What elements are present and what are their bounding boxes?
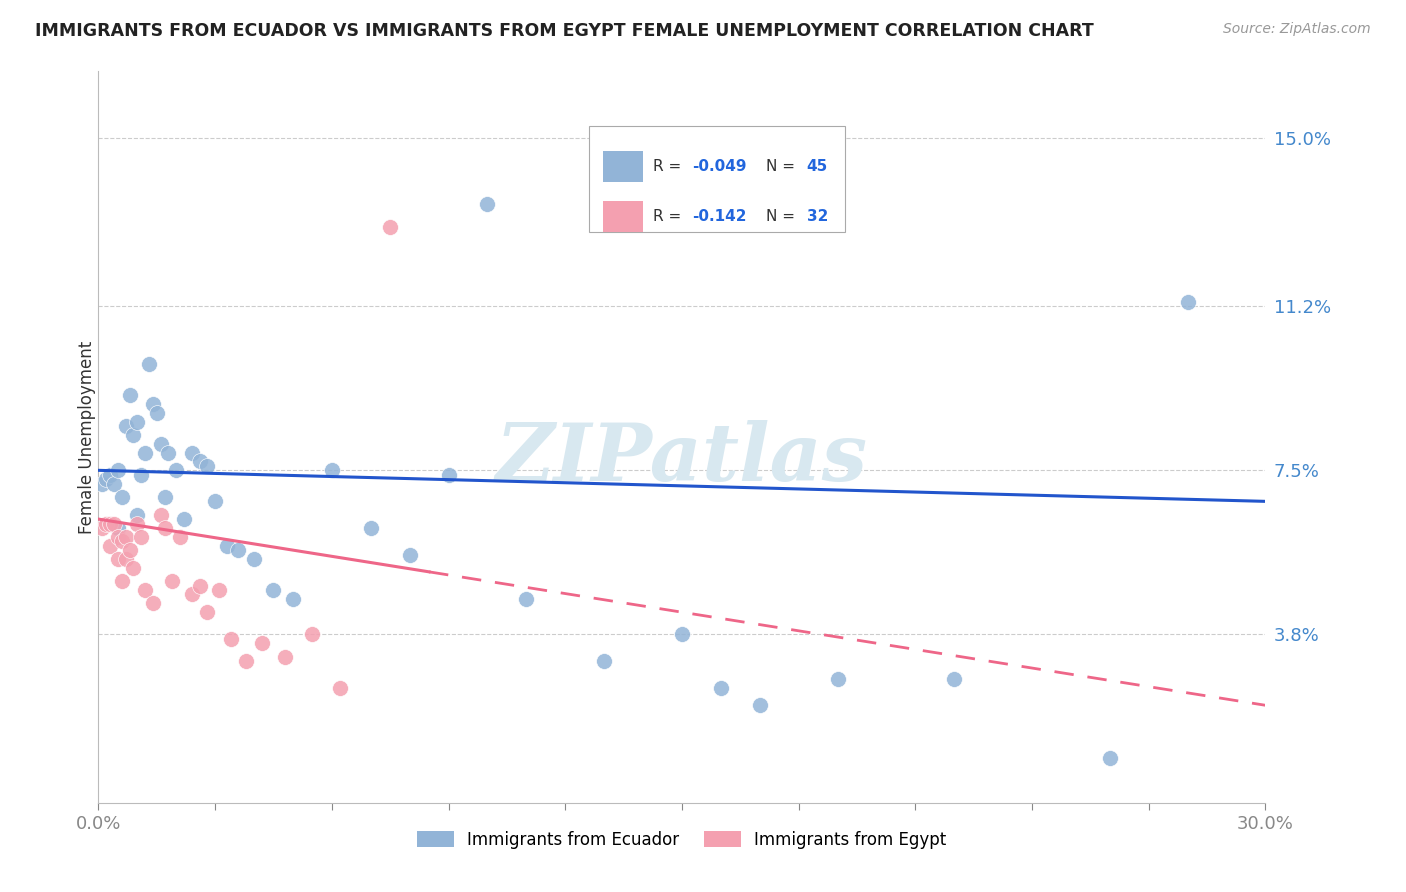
Point [107, 552, 129, 566]
Point [329, 681, 352, 695]
Point [188, 454, 211, 468]
Point [114, 419, 136, 434]
Point [671, 627, 693, 641]
Text: -0.049: -0.049 [692, 159, 747, 174]
Point [134, 445, 156, 459]
Point [593, 654, 616, 668]
Point [827, 672, 849, 686]
Text: 32: 32 [807, 209, 828, 224]
Point [98, 539, 121, 553]
Bar [603, 201, 644, 232]
Point [149, 508, 172, 522]
Point [127, 516, 149, 531]
Text: ZIPatlas: ZIPatlas [496, 420, 868, 498]
Point [262, 582, 284, 597]
Point [1098, 751, 1121, 765]
Point [204, 494, 226, 508]
Point [127, 415, 149, 429]
Point [142, 397, 165, 411]
Point [215, 539, 238, 553]
Point [943, 672, 966, 686]
Point [96, 472, 118, 486]
Point [107, 530, 129, 544]
Point [98, 467, 121, 482]
Point [157, 445, 180, 459]
Point [195, 458, 218, 473]
Point [111, 534, 134, 549]
Text: N =: N = [766, 209, 800, 224]
Point [122, 428, 145, 442]
Point [281, 591, 304, 606]
Point [748, 698, 770, 713]
Text: Source: ZipAtlas.com: Source: ZipAtlas.com [1223, 22, 1371, 37]
Point [122, 561, 145, 575]
Point [114, 530, 136, 544]
Point [228, 543, 250, 558]
Point [437, 467, 460, 482]
Point [477, 197, 499, 211]
Point [165, 463, 187, 477]
Point [188, 578, 211, 592]
Point [103, 516, 125, 531]
Point [127, 508, 149, 522]
Point [96, 516, 118, 531]
Point [138, 357, 160, 371]
Legend: Immigrants from Ecuador, Immigrants from Egypt: Immigrants from Ecuador, Immigrants from… [411, 824, 953, 855]
Point [98, 516, 121, 531]
Point [91, 521, 114, 535]
Point [114, 552, 136, 566]
Point [250, 636, 273, 650]
Point [129, 467, 152, 482]
Text: IMMIGRANTS FROM ECUADOR VS IMMIGRANTS FROM EGYPT FEMALE UNEMPLOYMENT CORRELATION: IMMIGRANTS FROM ECUADOR VS IMMIGRANTS FR… [35, 22, 1094, 40]
Point [195, 605, 218, 619]
Point [173, 512, 195, 526]
Text: R =: R = [652, 159, 686, 174]
Point [243, 552, 266, 566]
Point [1177, 294, 1199, 309]
Bar [603, 151, 644, 182]
Point [180, 587, 202, 601]
Point [142, 596, 165, 610]
Point [710, 681, 733, 695]
Point [118, 543, 141, 558]
Text: R =: R = [652, 209, 686, 224]
Point [274, 649, 297, 664]
Point [111, 574, 134, 589]
Point [153, 521, 176, 535]
FancyBboxPatch shape [589, 126, 845, 232]
Point [169, 530, 191, 544]
Point [111, 490, 134, 504]
Point [107, 521, 129, 535]
Point [180, 445, 202, 459]
Point [107, 463, 129, 477]
Point [398, 548, 420, 562]
Point [380, 219, 402, 234]
Point [149, 436, 172, 450]
Point [208, 582, 231, 597]
Point [134, 582, 156, 597]
Point [301, 627, 323, 641]
Point [146, 406, 169, 420]
Point [235, 654, 257, 668]
Point [129, 530, 152, 544]
Point [103, 476, 125, 491]
Point [360, 521, 382, 535]
Point [153, 490, 176, 504]
Point [515, 591, 537, 606]
Point [321, 463, 343, 477]
Point [118, 388, 141, 402]
Point [219, 632, 242, 646]
Text: 45: 45 [807, 159, 828, 174]
Point [91, 476, 114, 491]
Y-axis label: Female Unemployment: Female Unemployment [79, 341, 96, 533]
Text: N =: N = [766, 159, 800, 174]
Text: -0.142: -0.142 [692, 209, 747, 224]
Point [162, 574, 184, 589]
